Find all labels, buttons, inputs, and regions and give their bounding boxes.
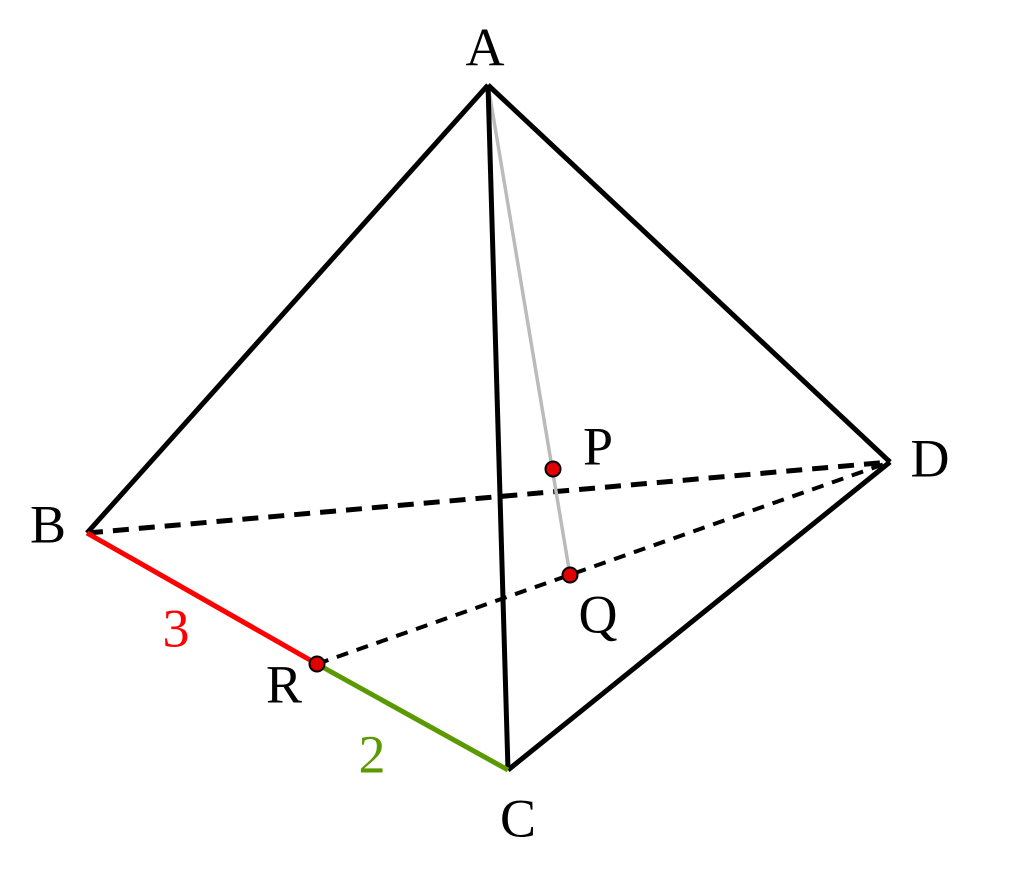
point-p <box>544 460 562 478</box>
edge-ab <box>85 83 490 535</box>
vertex-label: D <box>911 428 950 488</box>
point-q <box>561 566 579 584</box>
edge-ad <box>486 83 892 464</box>
segment-rd <box>316 460 891 666</box>
vertex-label: A <box>466 17 505 77</box>
segment-br <box>85 530 319 667</box>
point-label: Q <box>579 584 618 644</box>
vertex-label: C <box>500 788 536 848</box>
length-label: 2 <box>359 724 386 784</box>
segment-rc <box>315 661 510 773</box>
vertex-label: B <box>30 494 66 554</box>
edge-ac <box>485 84 511 771</box>
length-label: 3 <box>163 598 190 658</box>
edge-cd <box>506 460 892 772</box>
point-r <box>308 655 326 673</box>
point-label: R <box>266 654 302 714</box>
edge-bd <box>86 459 891 536</box>
point-label: P <box>583 416 613 476</box>
segment-aq <box>486 84 572 576</box>
